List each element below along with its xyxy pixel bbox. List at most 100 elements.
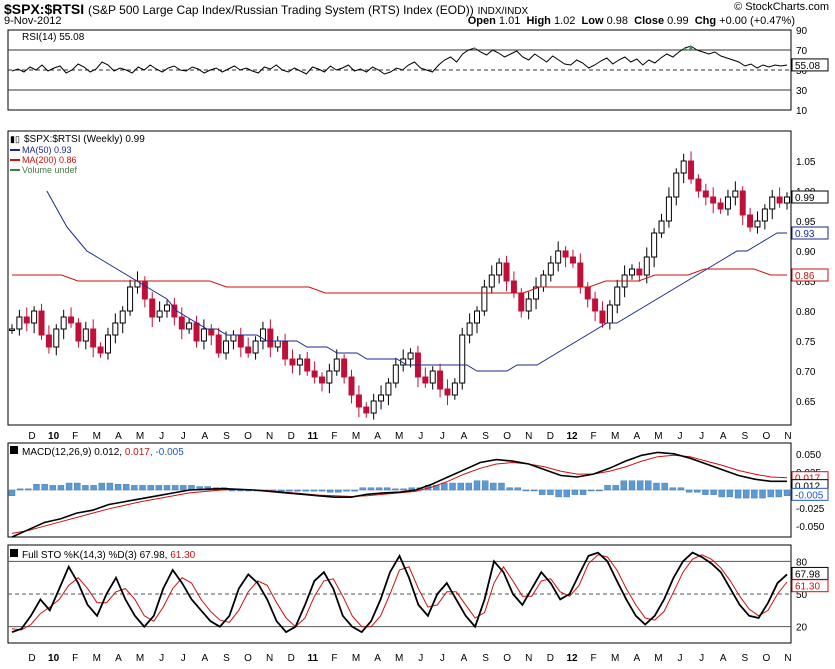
candle-body [230, 334, 237, 342]
candle-body [629, 268, 635, 276]
x-axis-lower-tick-label: 12 [566, 653, 578, 664]
sto-label: Full STO %K(14,3) %D(3) 67.98, 61.30 [22, 550, 196, 561]
macd-histogram-bar [294, 489, 301, 492]
macd-histogram-bar [114, 484, 122, 491]
x-axis-lower-tick-label: N [784, 653, 791, 664]
candle-body [429, 370, 436, 384]
macd-histogram-bar [400, 488, 407, 491]
x-axis-upper-tick-label: S [741, 431, 748, 442]
macd-histogram-bar [171, 485, 179, 491]
candle-body [274, 340, 281, 348]
macd-histogram-bar [783, 489, 791, 496]
macd-value-1: 0.017, [125, 447, 156, 458]
sto-tick-label: 80 [796, 557, 808, 568]
candle-body [636, 268, 643, 276]
x-axis-upper-tick-label: A [461, 431, 468, 442]
candle-body [31, 310, 38, 324]
x-axis-lower-tick-label: J [699, 653, 704, 664]
ma200-line [12, 268, 787, 294]
x-axis-lower-tick-label: S [223, 653, 230, 664]
candle-body [651, 232, 658, 258]
candle-body [38, 310, 45, 336]
x-axis-upper-tick-label: O [763, 431, 771, 442]
candle-body [385, 382, 392, 396]
close-label: Close [634, 15, 665, 27]
macd-histogram-bar [441, 482, 448, 491]
x-axis-upper-tick-label: D [547, 431, 554, 442]
rsi-tick-label: 10 [796, 106, 808, 117]
candle-body [466, 322, 473, 336]
candle-body [606, 304, 613, 324]
macd-histogram-bar [490, 482, 497, 491]
candle-body [710, 196, 717, 204]
candle-body [643, 256, 650, 276]
x-axis-lower-tick-label: A [633, 653, 640, 664]
x-axis-upper-tick-label: O [503, 431, 511, 442]
macd-histogram-bar [694, 489, 701, 493]
x-axis-lower-tick-label: M [352, 653, 360, 664]
candle-body [186, 322, 193, 330]
macd-histogram-bar [278, 489, 285, 492]
candle-body [370, 400, 377, 414]
x-axis-upper-tick-label: J [159, 431, 164, 442]
x-axis-lower-tick-label: J [181, 653, 186, 664]
macd-histogram-bar [751, 489, 758, 499]
macd-histogram-bar [180, 485, 187, 491]
macd-histogram-bar [530, 489, 538, 492]
candle-body [614, 286, 621, 306]
macd-histogram-bar [131, 485, 138, 491]
candle-body [208, 328, 215, 336]
ma200-last-value: 0.86 [795, 271, 815, 282]
macd-histogram-bar [571, 489, 579, 495]
price-tick-label: 0.70 [796, 367, 816, 378]
x-axis-lower-tick-label: O [763, 653, 771, 664]
macd-histogram-bar [767, 489, 774, 498]
price-last-close-box [791, 190, 829, 204]
sto-legend-swatch [10, 549, 18, 557]
macd-histogram-bar [57, 485, 65, 491]
candle-body [474, 310, 480, 324]
macd-last: 0.012 [795, 482, 820, 493]
x-axis-upper-tick-label: 12 [566, 431, 578, 442]
x-axis-upper-tick-label: N [525, 431, 532, 442]
candle-body [444, 388, 451, 396]
candle-body [341, 358, 348, 378]
candle-body [193, 322, 200, 342]
candle-body [156, 310, 163, 318]
candle-body [319, 376, 325, 384]
macd-histogram-bar [318, 489, 326, 492]
candle-body [547, 262, 554, 276]
candle-body [363, 406, 370, 414]
price-label: $SPX:$RTSI (Weekly) 0.99 [24, 134, 145, 145]
candle-body [533, 286, 540, 300]
macd-histogram-bar [677, 487, 685, 491]
x-axis-lower-tick-label: O [503, 653, 511, 664]
x-axis-upper-tick-label: D [28, 431, 35, 442]
x-axis-lower-tick-label: A [201, 653, 208, 664]
candle-body [164, 304, 170, 312]
candle-body [304, 358, 311, 372]
candle-body [97, 346, 104, 354]
macd-histogram-bar [147, 485, 154, 491]
candle-body [451, 382, 458, 396]
chart-title: $SPX:$RTSI (S&P 500 Large Cap Index/Russ… [4, 1, 528, 17]
macd-histogram-bar [335, 489, 342, 493]
candle-body [562, 250, 569, 258]
candle-body [348, 376, 355, 396]
candle-body [400, 358, 407, 366]
macd-histogram-bar [539, 489, 546, 495]
x-axis-upper-tick-label: M [352, 431, 360, 442]
x-axis-lower-tick-label: J [440, 653, 445, 664]
candle-body [223, 340, 230, 354]
candle-body [16, 316, 23, 330]
candle-body [584, 286, 591, 300]
candle-body [754, 220, 761, 228]
candle-body [702, 190, 709, 198]
candle-body [673, 172, 680, 198]
x-axis-lower-tick-label: M [654, 653, 662, 664]
x-axis-upper-tick-label: A [201, 431, 208, 442]
candle-body [665, 196, 672, 222]
candle-body [518, 292, 525, 312]
macd-histogram-bar [612, 485, 619, 491]
macd-histogram-bar [685, 489, 693, 493]
